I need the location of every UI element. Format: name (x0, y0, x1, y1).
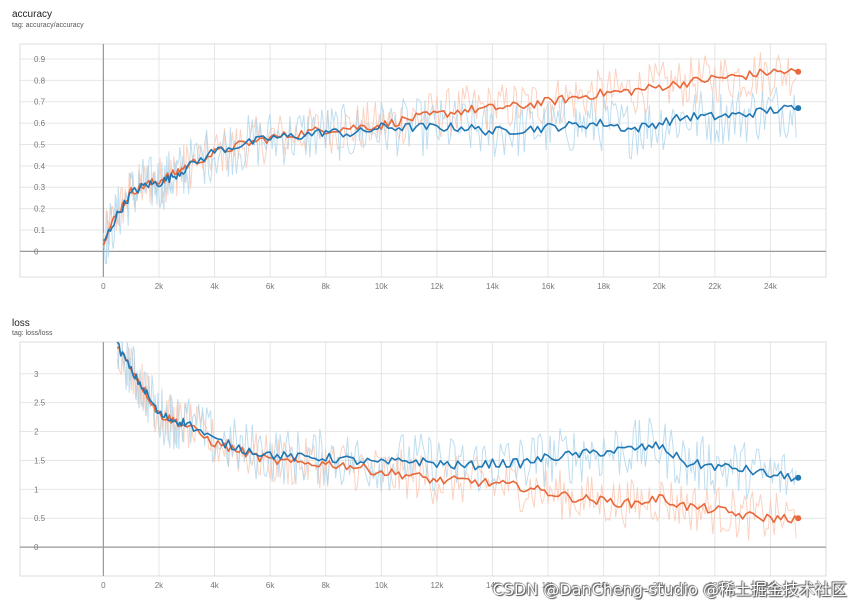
y-tick-label: 0.6 (34, 119, 46, 128)
series-endpoint-blue (795, 474, 802, 481)
y-tick-label: 3 (34, 370, 39, 379)
x-tick-label: 20k (653, 282, 667, 291)
raw-series-blue (102, 87, 797, 265)
y-tick-label: 1.5 (34, 456, 46, 465)
y-tick-label: 0 (34, 247, 39, 256)
y-tick-label: 0.3 (34, 183, 46, 192)
x-tick-label: 24k (764, 581, 778, 590)
watermark: CSDN @DanCheng-studio @稀土掘金技术社区 (493, 576, 847, 600)
y-tick-label: 0.9 (34, 55, 46, 64)
accuracy-line-chart: 0 2k 4k 6k 8k 10k 12k 14k 16k 18k 20k 22k 24k 0 0.1 0.2… (19, 43, 827, 291)
x-tick-label: 22k (708, 282, 722, 291)
series-line-blue (116, 341, 799, 482)
x-tick-label: 10k (375, 282, 389, 291)
series-line-blue (103, 104, 799, 241)
x-tick-label: 6k (266, 282, 275, 291)
y-tick-label: 2 (34, 428, 39, 437)
x-tick-label: 6k (266, 581, 275, 590)
y-tick-label: 0.5 (34, 514, 46, 523)
chart-title: accuracy (12, 9, 53, 20)
x-tick-label: 14k (486, 581, 500, 590)
series-endpoint-orange (795, 515, 802, 522)
y-tick-label: 1 (34, 485, 39, 494)
x-tick-label: 12k (430, 581, 444, 590)
x-tick-label: 0 (101, 282, 106, 291)
watermark-text: CSDN @DanCheng-studio (492, 580, 698, 599)
series-endpoint-orange (795, 68, 802, 75)
x-tick-label: 14k (486, 282, 500, 291)
x-tick-label: 2k (155, 581, 164, 590)
x-tick-label: 20k (653, 581, 667, 590)
series-line-orange (102, 68, 799, 246)
y-tick-label: 2.5 (34, 399, 46, 408)
x-tick-label: 2k (155, 282, 164, 291)
x-tick-label: 18k (597, 282, 611, 291)
x-tick-label: 22k (708, 581, 722, 590)
series-line-orange (116, 346, 799, 524)
x-tick-label: 16k (542, 581, 556, 590)
x-tick-label: 0 (101, 581, 106, 590)
raw-series-blue (116, 341, 797, 500)
x-tick-label: 8k (321, 581, 330, 590)
y-tick-label: 0.1 (34, 226, 46, 235)
plot-frame (19, 341, 827, 577)
y-tick-label: 0.8 (34, 76, 46, 85)
x-tick-label: 4k (210, 282, 219, 291)
plot-frame (19, 43, 827, 278)
y-tick-label: 0.5 (34, 140, 46, 149)
y-tick-label: 0.7 (34, 98, 46, 107)
y-tick-label: 0.2 (34, 205, 46, 214)
x-tick-label: 12k (430, 282, 444, 291)
loss-line-chart: 0 2k 4k 6k 8k 10k 12k 14k 16k 18k 20k 22k 24k 0 0.5 1 1.… (19, 341, 827, 590)
chart-tag: tag: loss/loss (12, 330, 53, 337)
x-tick-label: 10k (375, 581, 389, 590)
x-tick-label: 8k (321, 282, 330, 291)
y-tick-label: 0 (34, 543, 39, 552)
chart-tag: tag: accuracy/accuracy (12, 22, 84, 29)
accuracy-chart-panel: accuracy tag: accuracy/accuracy 0 2k 4k 6k 8… (0, 0, 865, 296)
watermark-overlay: @稀土掘金技术社区 (702, 580, 847, 599)
x-tick-label: 16k (542, 282, 556, 291)
x-tick-label: 4k (210, 581, 219, 590)
y-tick-label: 0.4 (34, 162, 46, 171)
series-endpoint-blue (795, 105, 802, 112)
x-tick-label: 18k (597, 581, 611, 590)
chart-title: loss (12, 318, 30, 329)
x-tick-label: 24k (764, 282, 778, 291)
loss-chart-panel: loss tag: loss/loss 0 2k 4k 6k 8k 10k 12k 14k 16… (0, 310, 865, 606)
